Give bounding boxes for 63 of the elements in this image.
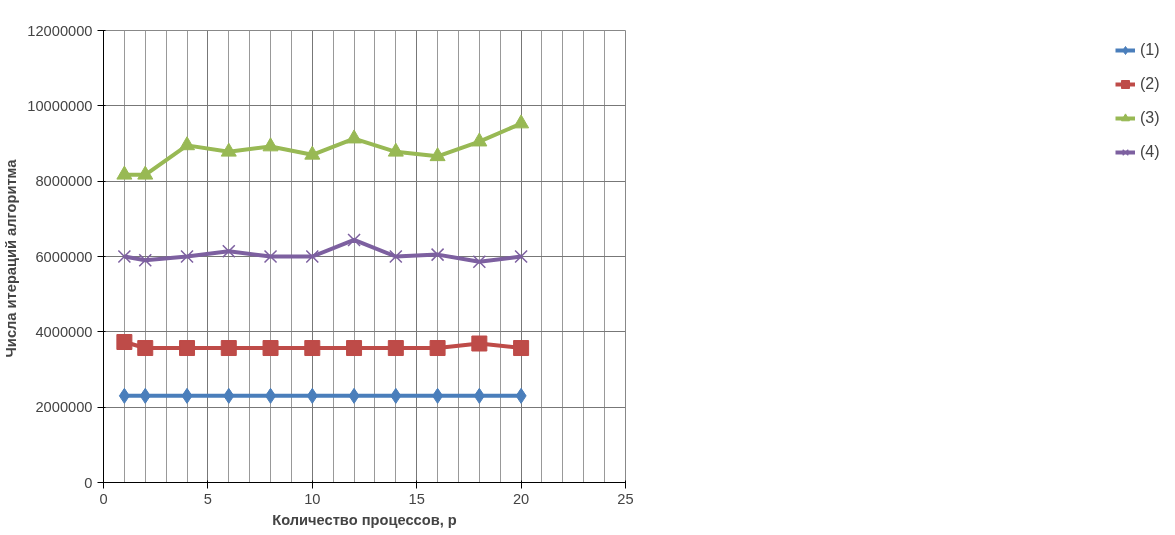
point — [220, 142, 237, 157]
x-tick-label: 5 — [203, 490, 212, 507]
point — [348, 387, 360, 404]
point — [429, 340, 446, 357]
point — [390, 387, 402, 404]
point — [387, 340, 404, 357]
point — [262, 137, 279, 152]
x-tick-label: 15 — [408, 490, 425, 507]
point — [223, 387, 235, 404]
point — [471, 335, 488, 352]
point — [432, 387, 444, 404]
point — [265, 387, 277, 404]
legend-label: (4) — [1140, 143, 1160, 161]
y-tick-label: 10000000 — [27, 97, 93, 114]
point — [137, 340, 154, 357]
y-tick-label: 2000000 — [35, 399, 93, 416]
y-tick-label: 8000000 — [35, 173, 93, 190]
point — [138, 253, 153, 268]
point — [429, 147, 446, 162]
point — [473, 387, 485, 404]
point — [389, 249, 403, 264]
point — [222, 244, 236, 258]
point — [514, 249, 528, 264]
point — [179, 340, 196, 357]
y-tick-label: 12000000 — [27, 22, 93, 39]
point — [116, 334, 133, 350]
point — [305, 249, 320, 264]
x-axis-title: Количество процессов, p — [272, 511, 457, 528]
point — [263, 249, 278, 264]
legend-label: (3) — [1140, 109, 1160, 127]
point — [304, 340, 321, 357]
point — [471, 132, 488, 147]
point — [346, 340, 363, 357]
x-tick-label: 10 — [304, 490, 321, 507]
point — [180, 249, 194, 264]
point — [179, 136, 196, 151]
point — [513, 114, 530, 129]
point — [220, 340, 237, 357]
point — [387, 142, 404, 157]
point — [515, 387, 527, 404]
point — [513, 340, 530, 357]
y-tick-label: 6000000 — [35, 248, 93, 265]
point — [346, 129, 363, 144]
point — [116, 165, 133, 180]
point — [139, 387, 151, 404]
legend-label: (1) — [1140, 41, 1160, 59]
point — [304, 145, 321, 160]
x-tick-label: 20 — [512, 490, 530, 507]
point — [472, 255, 487, 269]
point — [347, 233, 361, 247]
point — [137, 165, 154, 180]
point — [181, 387, 193, 404]
point — [430, 247, 445, 262]
y-axis-title: Числа итераций алгоритма — [3, 158, 20, 358]
point — [262, 340, 279, 357]
x-tick-label: 25 — [617, 490, 634, 507]
point — [117, 249, 132, 264]
point — [306, 387, 318, 404]
point — [118, 387, 130, 404]
y-tick-label: 4000000 — [35, 323, 93, 340]
x-tick-label: 0 — [99, 490, 108, 507]
y-tick-label: 0 — [84, 474, 93, 491]
legend-label: (2) — [1140, 75, 1160, 93]
